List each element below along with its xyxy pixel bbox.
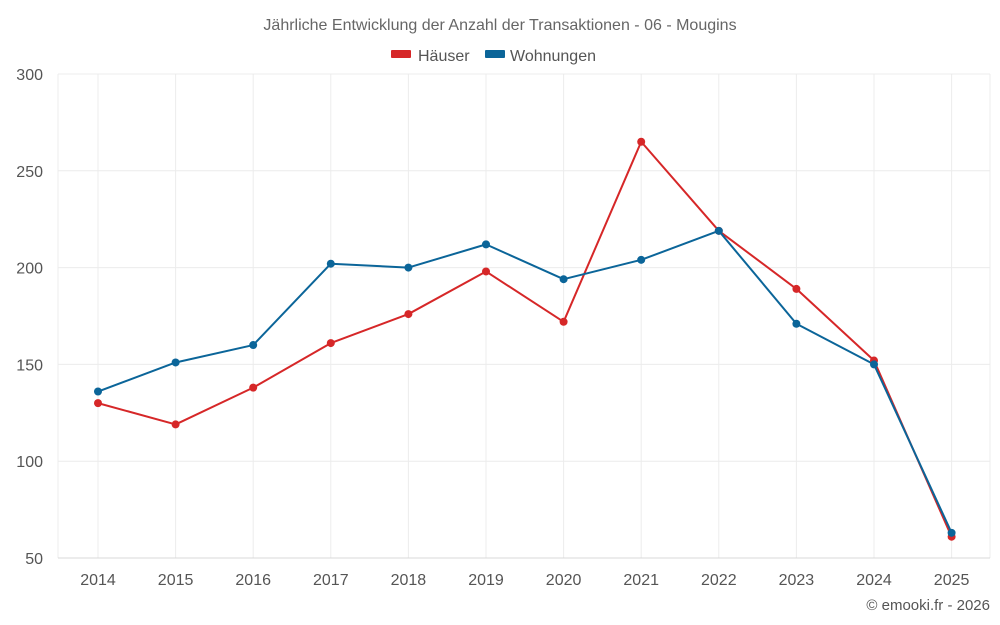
data-point-wohnungen[interactable]	[870, 360, 878, 369]
data-point-wohnungen[interactable]	[637, 255, 646, 264]
series-line-haeuser	[97, 140, 953, 538]
data-point-wohnungen[interactable]	[326, 259, 335, 268]
x-tick-label: 2023	[779, 572, 815, 589]
data-point-wohnungen[interactable]	[249, 341, 258, 350]
x-tick-label: 2019	[468, 572, 504, 589]
y-tick-label: 300	[16, 67, 43, 84]
x-gridlines	[57, 74, 991, 558]
data-point-wohnungen[interactable]	[171, 358, 180, 367]
chart-title: Jährliche Entwicklung der Anzahl der Tra…	[263, 17, 736, 34]
data-point-haeuser[interactable]	[249, 383, 258, 392]
data-point-wohnungen[interactable]	[792, 319, 801, 328]
data-point-haeuser[interactable]	[559, 317, 568, 326]
legend-item-haeuser[interactable]: Häuser	[391, 48, 470, 65]
legend-label-wohnungen: Wohnungen	[510, 48, 596, 65]
x-tick-label: 2017	[313, 572, 349, 589]
y-tick-label: 150	[16, 357, 43, 374]
legend: Häuser Wohnungen	[391, 48, 596, 65]
x-tick-label: 2024	[856, 572, 892, 589]
data-point-haeuser[interactable]	[171, 420, 180, 429]
legend-swatch-wohnungen	[485, 50, 505, 58]
data-point-wohnungen[interactable]	[714, 226, 723, 235]
legend-swatch-haeuser	[391, 50, 411, 58]
x-tick-label: 2015	[158, 572, 194, 589]
x-tick-label: 2014	[80, 572, 116, 589]
x-tick-label: 2022	[701, 572, 737, 589]
data-point-wohnungen[interactable]	[947, 528, 956, 537]
data-point-wohnungen[interactable]	[482, 240, 490, 249]
series-line-wohnungen	[97, 229, 953, 534]
data-point-wohnungen[interactable]	[94, 387, 102, 396]
legend-label-haeuser: Häuser	[418, 48, 470, 65]
x-tick-label: 2016	[235, 572, 271, 589]
data-point-haeuser[interactable]	[637, 137, 646, 146]
x-tick-label: 2020	[546, 572, 582, 589]
y-tick-label: 50	[25, 551, 43, 568]
x-tick-label: 2021	[623, 572, 659, 589]
x-tick-label: 2018	[391, 572, 427, 589]
x-tick-label: 2025	[934, 572, 970, 589]
data-point-haeuser[interactable]	[404, 310, 413, 319]
data-point-wohnungen[interactable]	[559, 275, 568, 284]
legend-item-wohnungen[interactable]: Wohnungen	[485, 48, 596, 65]
x-axis-ticks: 2014 2015 2016 2017 2018 2019 2020 2021 2022 2023…	[80, 572, 969, 589]
y-tick-label: 100	[16, 454, 43, 471]
data-point-haeuser[interactable]	[792, 284, 801, 293]
credit-text: © emooki.fr - 2026	[866, 597, 990, 614]
data-point-haeuser[interactable]	[482, 267, 490, 276]
y-tick-label: 250	[16, 164, 43, 181]
data-point-wohnungen[interactable]	[404, 263, 413, 272]
data-point-haeuser[interactable]	[94, 399, 102, 408]
series-group	[94, 137, 956, 541]
data-point-haeuser[interactable]	[326, 339, 335, 348]
y-tick-label: 200	[16, 261, 43, 278]
y-axis-ticks: 50 100 150 200 250 300	[16, 67, 43, 568]
y-gridlines	[58, 73, 990, 462]
